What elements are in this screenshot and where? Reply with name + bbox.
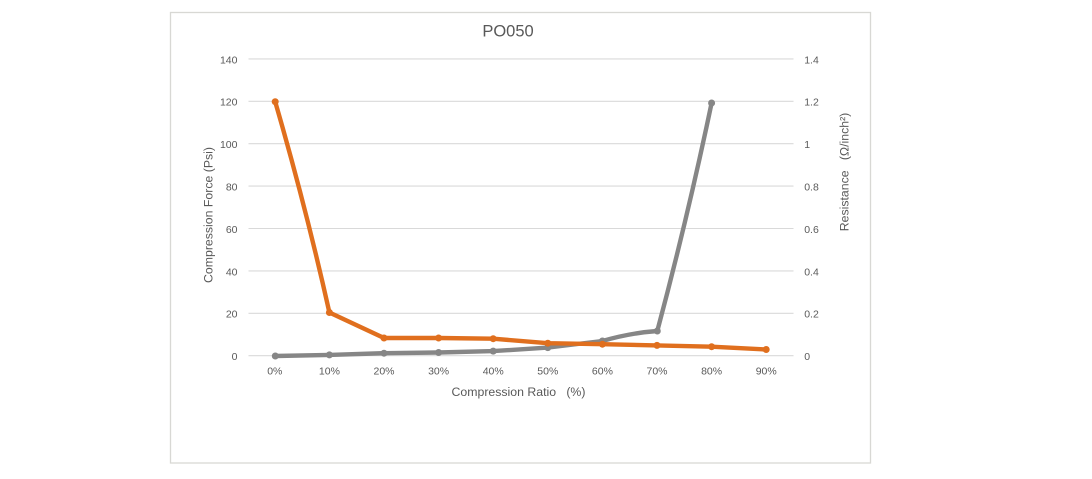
svg-text:Resistance (Ω/inch²): Resistance (Ω/inch²)	[838, 113, 852, 232]
svg-text:0: 0	[232, 351, 238, 363]
svg-text:80%: 80%	[701, 365, 722, 377]
svg-text:20%: 20%	[373, 365, 394, 377]
svg-text:40%: 40%	[483, 365, 504, 377]
svg-text:20: 20	[226, 309, 238, 321]
svg-text:0.6: 0.6	[804, 224, 819, 236]
svg-text:0: 0	[804, 351, 810, 363]
svg-text:0.8: 0.8	[804, 182, 819, 194]
svg-text:80: 80	[226, 182, 238, 194]
svg-text:1.2: 1.2	[804, 97, 819, 109]
svg-text:90%: 90%	[756, 365, 777, 377]
svg-text:40: 40	[226, 266, 238, 278]
svg-text:0.4: 0.4	[804, 266, 819, 278]
svg-text:60: 60	[226, 224, 238, 236]
svg-text:Compression Ratio (%): Compression Ratio (%)	[452, 385, 586, 399]
svg-text:140: 140	[220, 54, 238, 66]
svg-text:50%: 50%	[537, 365, 558, 377]
svg-text:30%: 30%	[428, 365, 449, 377]
svg-text:100: 100	[220, 139, 238, 151]
svg-text:0%: 0%	[267, 365, 282, 377]
svg-text:1: 1	[804, 139, 810, 151]
svg-text:120: 120	[220, 97, 238, 109]
svg-text:60%: 60%	[592, 365, 613, 377]
svg-text:Compression Force (Psi): Compression Force (Psi)	[202, 147, 216, 283]
svg-text:70%: 70%	[646, 365, 667, 377]
svg-text:PO050: PO050	[482, 23, 533, 41]
svg-text:10%: 10%	[319, 365, 340, 377]
svg-text:1.4: 1.4	[804, 54, 819, 66]
svg-text:0.2: 0.2	[804, 309, 819, 321]
